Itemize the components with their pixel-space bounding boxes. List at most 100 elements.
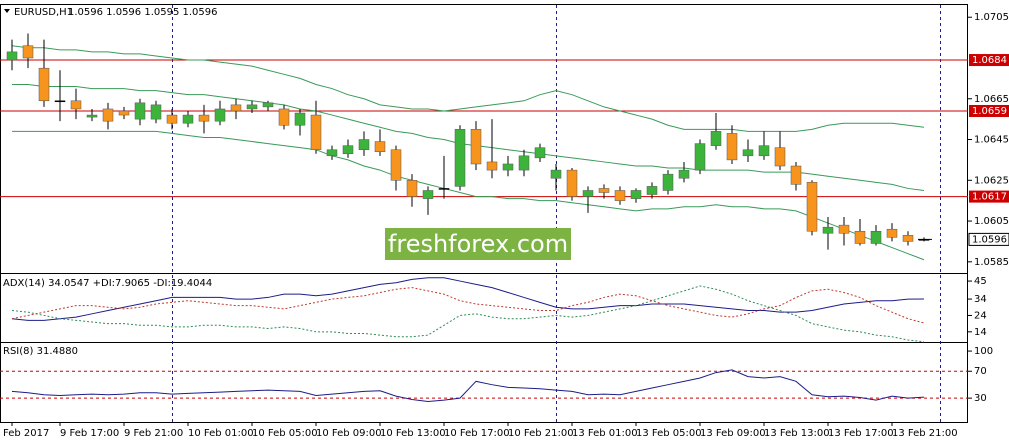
watermark-box bbox=[385, 228, 571, 260]
candle-body bbox=[486, 161, 498, 171]
candle-body bbox=[630, 190, 642, 199]
x-tick-label: 13 Feb 21:00 bbox=[892, 428, 958, 439]
candle-body bbox=[70, 100, 82, 110]
candle-body bbox=[550, 169, 562, 179]
x-tick-label: 9 Feb 17:00 bbox=[60, 428, 119, 439]
last-price-box bbox=[968, 232, 1009, 246]
candle-body bbox=[6, 51, 18, 61]
candle-body bbox=[422, 190, 434, 199]
price-level-box bbox=[969, 190, 1009, 203]
candle-body bbox=[662, 173, 674, 191]
y-tick-label: 1.0645 bbox=[974, 135, 1009, 146]
x-tick-label: 10 Feb 01:00 bbox=[188, 428, 254, 439]
candle-body bbox=[886, 228, 898, 238]
candle-body bbox=[678, 169, 690, 179]
candle-body bbox=[470, 129, 482, 165]
candle-body bbox=[374, 141, 386, 152]
frame bbox=[0, 4, 968, 423]
price-level-label: 1.0684 bbox=[972, 55, 1007, 66]
candle-body bbox=[710, 131, 722, 146]
indicator-title: RSI(8) 31.4880 bbox=[3, 346, 78, 357]
candle-body bbox=[726, 133, 738, 161]
candle-body bbox=[118, 110, 130, 116]
candle-body bbox=[102, 108, 114, 122]
x-tick-label: 13 Feb 13:00 bbox=[764, 428, 830, 439]
band-line bbox=[12, 130, 925, 261]
candle-body bbox=[294, 112, 306, 126]
candle-body bbox=[806, 182, 818, 232]
candle-body bbox=[390, 149, 402, 181]
band-line bbox=[11, 45, 925, 132]
candle-body bbox=[198, 114, 210, 122]
chart-title: EURUSD,H1 bbox=[14, 7, 73, 18]
x-tick-label: 13 Feb 05:00 bbox=[636, 428, 702, 439]
x-tick-label: 10 Feb 21:00 bbox=[508, 428, 574, 439]
indicator-line bbox=[11, 369, 925, 403]
x-tick-label: 10 Feb 17:00 bbox=[444, 428, 510, 439]
x-tick-label: 10 Feb 09:00 bbox=[316, 428, 382, 439]
y-tick-label: 1.0625 bbox=[974, 175, 1009, 186]
candle-body bbox=[326, 149, 338, 157]
y-tick-label: 30 bbox=[974, 393, 987, 404]
candle-body bbox=[406, 180, 418, 197]
y-tick-label: 1.0705 bbox=[974, 12, 1009, 23]
x-tick-label: 10 Feb 13:00 bbox=[380, 428, 446, 439]
candle-body bbox=[502, 163, 514, 171]
x-tick-label: 9 Feb 21:00 bbox=[124, 428, 183, 439]
candle-body bbox=[822, 226, 834, 234]
candle-body bbox=[790, 165, 802, 185]
candle-body bbox=[54, 100, 66, 103]
x-tick-label: 10 Feb 05:00 bbox=[252, 428, 318, 439]
candle-body bbox=[278, 108, 290, 126]
price-level-box bbox=[969, 54, 1009, 67]
candle-body bbox=[598, 188, 610, 193]
candle-body bbox=[358, 139, 370, 150]
candle-body bbox=[694, 143, 706, 171]
price-level-label: 1.0617 bbox=[972, 192, 1007, 203]
candle-body bbox=[22, 45, 34, 59]
price-level-label: 1.0659 bbox=[972, 106, 1007, 117]
y-tick-label: 24 bbox=[974, 310, 987, 321]
y-tick-label: 1.0665 bbox=[974, 94, 1009, 105]
candle-body bbox=[438, 188, 450, 190]
y-tick-label: 70 bbox=[974, 366, 987, 377]
indicator-line bbox=[11, 277, 925, 321]
candle-body bbox=[870, 230, 882, 244]
candle-body bbox=[454, 129, 466, 187]
candle-body bbox=[342, 145, 354, 155]
band-line bbox=[12, 83, 925, 191]
candle-body bbox=[774, 147, 786, 167]
candle-body bbox=[742, 149, 754, 157]
chart-subtitle: 1.0596 1.0596 1.0595 1.0596 bbox=[68, 7, 218, 18]
x-tick-label: 13 Feb 17:00 bbox=[828, 428, 894, 439]
candle-body bbox=[86, 114, 98, 118]
last-price-label: 1.0596 bbox=[972, 234, 1007, 245]
x-tick-label: Feb 2017 bbox=[3, 428, 49, 439]
y-tick-label: 45 bbox=[974, 276, 987, 287]
candle-body bbox=[758, 145, 770, 157]
candle-body bbox=[310, 114, 322, 150]
candle-body bbox=[166, 114, 178, 124]
candle-body bbox=[902, 235, 914, 242]
y-tick-label: 14 bbox=[974, 327, 987, 338]
candle-body bbox=[566, 169, 578, 197]
y-tick-label: 1.0605 bbox=[974, 216, 1009, 227]
candle-body bbox=[262, 102, 274, 108]
x-tick-label: 13 Feb 01:00 bbox=[572, 428, 638, 439]
candle-body bbox=[182, 114, 194, 124]
candle-body bbox=[134, 102, 146, 120]
candle-body bbox=[534, 147, 546, 159]
y-tick-label: 100 bbox=[974, 346, 993, 357]
watermark: freshforex.com bbox=[388, 230, 568, 258]
y-tick-label: 34 bbox=[974, 294, 987, 305]
candle-body bbox=[150, 104, 162, 120]
indicator-line bbox=[11, 287, 925, 324]
x-tick-label: 13 Feb 09:00 bbox=[700, 428, 766, 439]
candle-body bbox=[854, 230, 866, 244]
candle-body bbox=[582, 190, 594, 197]
candle-body bbox=[246, 104, 258, 110]
y-tick-label: 1.0585 bbox=[974, 257, 1009, 268]
indicator-line bbox=[11, 285, 925, 343]
